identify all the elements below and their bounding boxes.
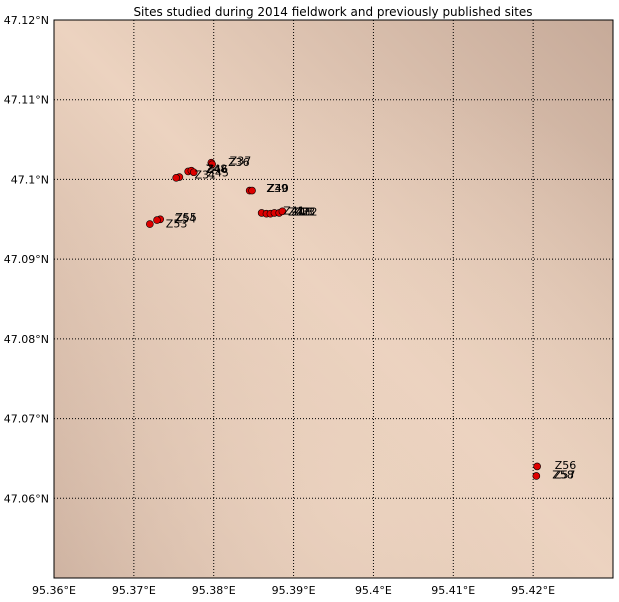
site-label: Z36: [228, 156, 250, 169]
site-marker: [532, 472, 541, 480]
longitude-tick-label: 95.41°E: [431, 584, 475, 597]
latitude-tick-label: 47.11°N: [4, 94, 49, 107]
graticule: [54, 20, 613, 578]
site-label: Z53: [166, 217, 188, 230]
latitude-tick-label: 47.12°N: [4, 14, 49, 27]
site-label: Z58: [552, 468, 574, 481]
site-label: Z32: [296, 205, 318, 218]
site-label: Z41: [283, 205, 305, 218]
longitude-tick-label: 95.42°E: [511, 584, 555, 597]
site-marker: [278, 207, 287, 216]
map-frame: [53, 19, 614, 579]
site-marker: [172, 174, 180, 182]
site-label: Z37: [230, 154, 252, 167]
site-label: Z55: [175, 211, 197, 224]
longitude-tick-label: 95.4°E: [355, 584, 392, 597]
longitude-tick-labels: 95.36°E 95.37°E 95.38°E 95.39°E 95.4°E 95.41°…: [32, 584, 555, 597]
map-title: Sites studied during 2014 fieldwork and …: [133, 5, 532, 19]
latitude-tick-label: 47.08°N: [4, 333, 49, 346]
latitude-tick-label: 47.07°N: [4, 413, 49, 426]
site-markers: [146, 158, 541, 480]
site-marker: [248, 186, 256, 195]
site-label: Z43: [291, 205, 313, 218]
longitude-tick-label: 95.39°E: [272, 584, 316, 597]
latitude-tick-label: 47.1°N: [11, 173, 49, 186]
latitude-tick-labels: 47.06°N 47.07°N 47.08°N 47.09°N 47.1°N 47.11°…: [4, 14, 49, 505]
site-label: Z42: [288, 205, 310, 218]
site-label: Z56: [555, 459, 577, 472]
site-label: Z33: [294, 205, 316, 218]
site-marker: [208, 160, 216, 169]
site-label: Z31: [195, 169, 217, 182]
site-marker: [533, 462, 541, 471]
map-background-highlight: [54, 20, 613, 578]
site-label: Z40: [267, 182, 289, 195]
site-label: Z45: [207, 166, 229, 179]
site-label: Z54: [175, 212, 197, 225]
site-label: Z46: [207, 163, 229, 176]
site-marker: [189, 168, 198, 177]
site-label: Z57: [554, 468, 576, 481]
site-marker: [153, 216, 161, 224]
site-label: Z39: [266, 182, 288, 195]
site-label: Z48: [206, 162, 228, 175]
latitude-tick-label: 47.06°N: [4, 492, 49, 505]
longitude-tick-label: 95.37°E: [112, 584, 156, 597]
site-marker: [146, 220, 154, 228]
latitude-tick-label: 47.09°N: [4, 253, 49, 266]
longitude-tick-label: 95.38°E: [192, 584, 236, 597]
longitude-tick-label: 95.36°E: [32, 584, 76, 597]
